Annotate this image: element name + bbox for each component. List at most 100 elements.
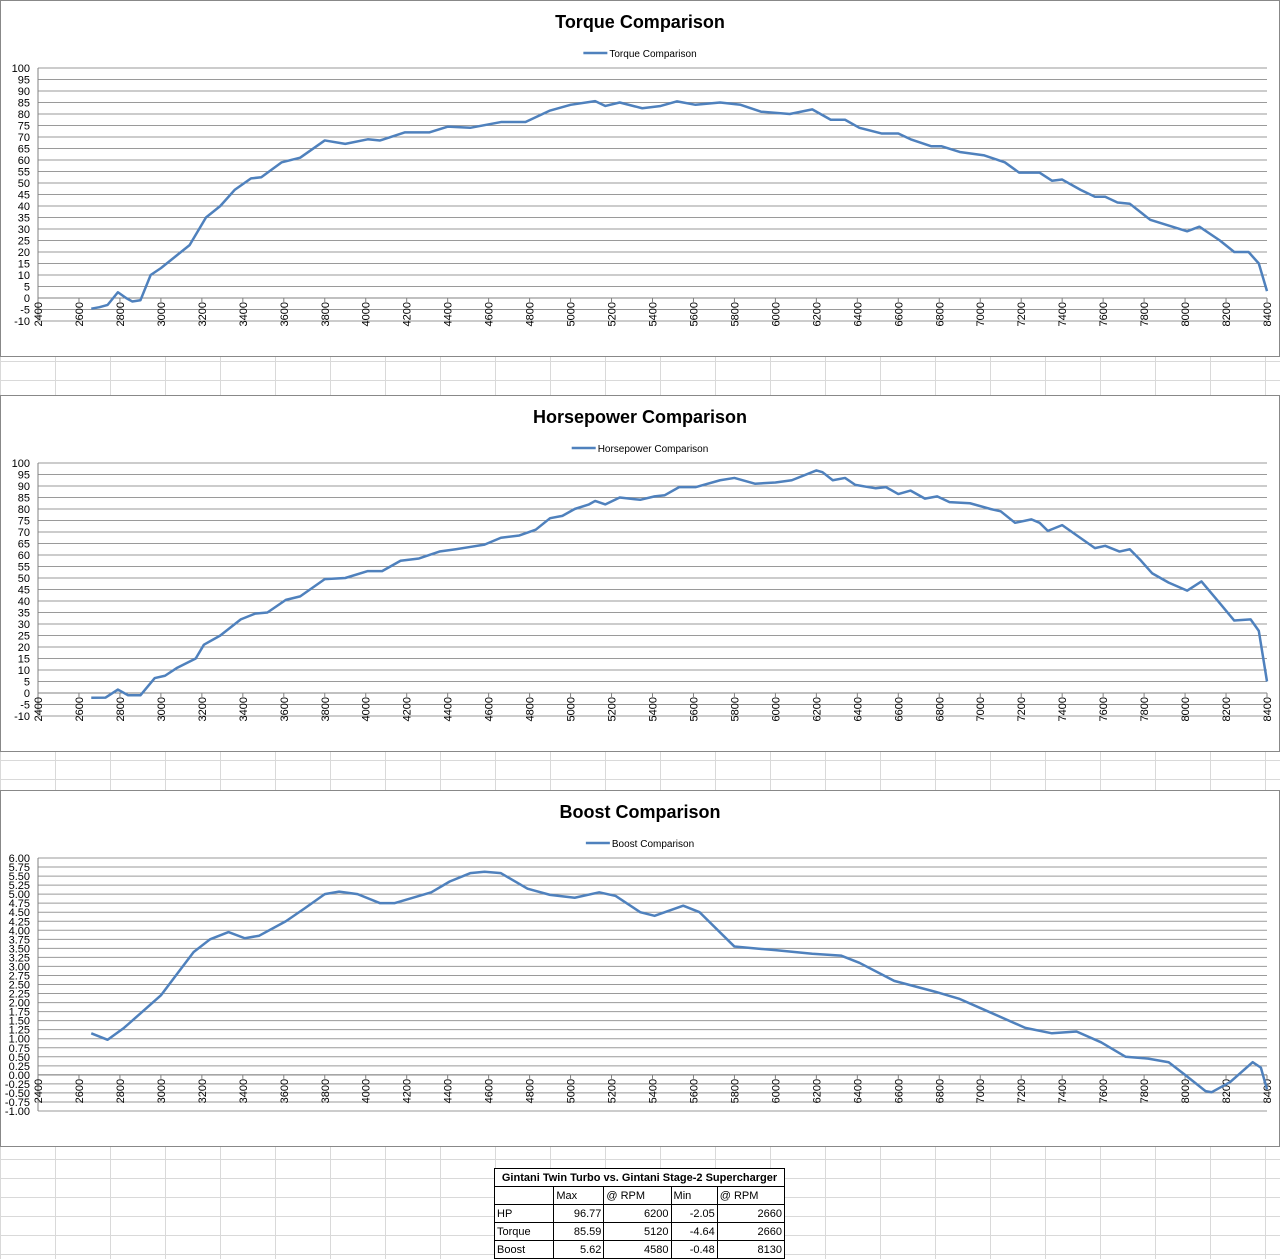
y-tick-label: 85 — [18, 493, 30, 505]
y-tick-label: 70 — [18, 132, 30, 144]
x-tick-label: 6600 — [893, 697, 905, 721]
x-tick-label: 6800 — [934, 302, 946, 326]
x-tick-label: 5600 — [688, 1079, 700, 1103]
table-cell: 6200 — [603, 1204, 672, 1223]
x-tick-label: 7600 — [1098, 302, 1110, 326]
header-cell: Min — [670, 1186, 718, 1205]
y-tick-label: -0.25 — [5, 1079, 30, 1091]
table-cell: 5120 — [603, 1222, 672, 1241]
chart-title: Boost Comparison — [559, 802, 720, 822]
y-tick-label: 3.50 — [9, 943, 30, 955]
y-tick-label: 30 — [18, 224, 30, 236]
y-tick-label: 75 — [18, 121, 30, 133]
x-tick-label: 3200 — [197, 302, 209, 326]
y-tick-label: 0 — [24, 293, 30, 305]
x-tick-label: 8000 — [1180, 302, 1192, 326]
x-tick-label: 4200 — [402, 697, 414, 721]
header-cell — [493, 1186, 555, 1205]
x-tick-label: 6000 — [770, 302, 782, 326]
x-tick-label: 2600 — [74, 697, 86, 721]
x-tick-label: 7000 — [975, 302, 987, 326]
y-tick-label: 3.00 — [9, 961, 30, 973]
table-cell: 4580 — [603, 1240, 672, 1259]
x-tick-label: 6200 — [811, 1079, 823, 1103]
x-tick-label: 5400 — [648, 697, 660, 721]
x-tick-label: 6000 — [770, 697, 782, 721]
x-tick-label: 8400 — [1262, 302, 1274, 326]
header-cell: @ RPM — [603, 1186, 672, 1205]
y-tick-label: -5 — [20, 305, 30, 317]
x-tick-label: 5400 — [648, 302, 660, 326]
y-tick-label: 85 — [18, 98, 30, 110]
y-tick-label: 80 — [18, 504, 30, 516]
x-tick-label: 4600 — [484, 697, 496, 721]
y-tick-label: 20 — [18, 247, 30, 259]
y-tick-label: 50 — [18, 178, 30, 190]
data-line — [90, 870, 1269, 1094]
x-tick-label: 7000 — [975, 697, 987, 721]
y-tick-label: 1.50 — [9, 1016, 30, 1028]
table-cell: -4.64 — [670, 1222, 718, 1241]
legend: Horsepower Comparison — [571, 444, 708, 455]
y-tick-label: 50 — [18, 573, 30, 585]
x-tick-label: 4800 — [525, 697, 537, 721]
x-tick-label: 4000 — [361, 697, 373, 721]
y-tick-label: 90 — [18, 86, 30, 98]
x-tick-label: 8000 — [1180, 697, 1192, 721]
x-tick-label: 2800 — [115, 302, 127, 326]
x-tick-label: 3800 — [320, 1079, 332, 1103]
y-tick-label: 70 — [18, 527, 30, 539]
y-tick-label: 0.50 — [9, 1052, 30, 1064]
data-line — [91, 99, 1269, 310]
y-tick-label: 3.75 — [9, 934, 30, 946]
legend: Boost Comparison — [585, 839, 694, 850]
y-tick-label: 4.50 — [9, 907, 30, 919]
chart-title: Torque Comparison — [555, 12, 725, 32]
y-tick-label: 20 — [18, 642, 30, 654]
chart: Boost Comparison -1.00-0.75-0.50-0.250.00… — [0, 790, 1280, 1147]
y-tick-label: 100 — [12, 63, 30, 75]
y-tick-label: 45 — [18, 585, 30, 597]
x-tick-label: 6400 — [852, 302, 864, 326]
y-tick-label: 0.75 — [9, 1043, 30, 1055]
x-tick-label: 2600 — [74, 1079, 86, 1103]
x-tick-label: 3200 — [197, 1079, 209, 1103]
x-tick-label: 8200 — [1221, 302, 1233, 326]
y-tick-label: 1.75 — [9, 1007, 30, 1019]
x-tick-label: 2800 — [115, 1079, 127, 1103]
chart-panel: Torque Comparison -10 -5 0 5 10 15 20 25 30 35 40 45… — [0, 0, 1280, 357]
x-tick-label: 6800 — [934, 697, 946, 721]
y-tick-label: 0.25 — [9, 1061, 30, 1073]
x-tick-label: 5400 — [648, 1079, 660, 1103]
x-tick-label: 7800 — [1139, 302, 1151, 326]
y-tick-label: 15 — [18, 654, 30, 666]
y-tick-label: 2.00 — [9, 998, 30, 1010]
x-tick-label: 5000 — [566, 302, 578, 326]
x-tick-label: 6000 — [770, 1079, 782, 1103]
y-tick-label: 35 — [18, 608, 30, 620]
x-tick-label: 3600 — [279, 697, 291, 721]
y-tick-label: 10 — [18, 270, 30, 282]
x-tick-label: 7000 — [975, 1079, 987, 1103]
x-tick-label: 6200 — [811, 697, 823, 721]
x-tick-label: 8200 — [1221, 697, 1233, 721]
y-tick-label: 40 — [18, 201, 30, 213]
x-tick-label: 5200 — [607, 302, 619, 326]
y-tick-label: 1.00 — [9, 1034, 30, 1046]
x-tick-label: 5600 — [688, 302, 700, 326]
y-tick-label: 75 — [18, 516, 30, 528]
header-row: Max @ RPM Min @ RPM — [493, 1186, 786, 1205]
x-tick-label: 7400 — [1057, 302, 1069, 326]
y-tick-label: 2.50 — [9, 980, 30, 992]
x-tick-label: 4600 — [484, 1079, 496, 1103]
chart-border — [0, 395, 1280, 752]
table-cell: HP — [493, 1204, 555, 1223]
y-tick-label: 4.25 — [9, 916, 30, 928]
table-title: Gintani Twin Turbo vs. Gintani Stage-2 S… — [494, 1168, 785, 1187]
x-tick-label: 3200 — [197, 697, 209, 721]
x-tick-label: 3800 — [320, 697, 332, 721]
table-cell: 85.59 — [553, 1222, 605, 1241]
y-tick-label: 0.00 — [9, 1070, 30, 1082]
chart: Torque Comparison -10-5051015202530354045… — [0, 0, 1280, 357]
